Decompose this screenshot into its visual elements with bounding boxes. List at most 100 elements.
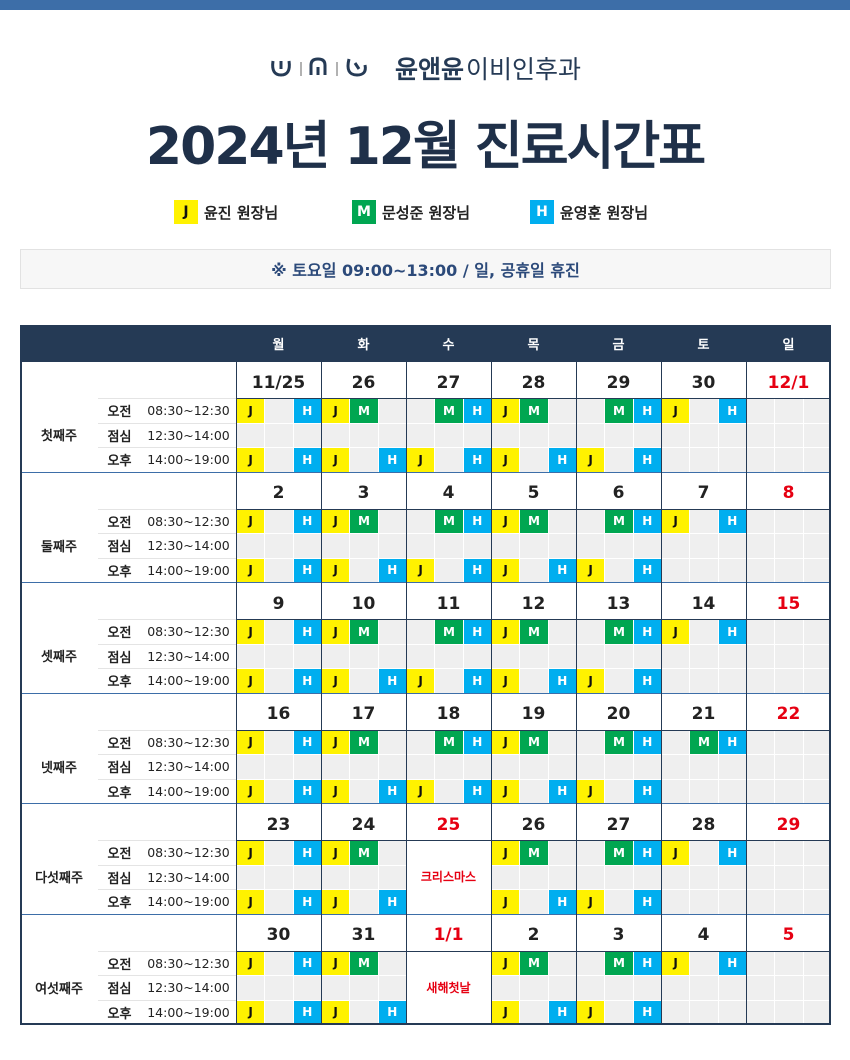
doctor-cell: M bbox=[520, 620, 548, 644]
empty-cell bbox=[803, 448, 831, 472]
doctor-cell: M bbox=[520, 509, 548, 533]
date: 20 bbox=[606, 704, 631, 724]
empty-cell bbox=[378, 509, 406, 533]
empty-cell bbox=[690, 534, 718, 558]
empty-cell bbox=[747, 644, 775, 668]
empty-cell bbox=[407, 890, 435, 914]
empty-cell bbox=[407, 509, 435, 533]
doctor-cell: H bbox=[718, 730, 746, 754]
row-label: 점심 bbox=[98, 864, 141, 890]
date: 6 bbox=[612, 483, 625, 503]
legend-name: 윤영훈 원장님 bbox=[560, 203, 649, 222]
empty-cell bbox=[803, 730, 831, 754]
empty-cell bbox=[605, 534, 633, 558]
empty-cell bbox=[350, 755, 378, 779]
empty-cell bbox=[747, 423, 775, 447]
doctor-cell: H bbox=[548, 448, 576, 472]
empty-cell bbox=[520, 1000, 548, 1024]
date: 10 bbox=[351, 593, 376, 614]
empty-cell bbox=[605, 558, 633, 582]
empty-cell bbox=[293, 755, 321, 779]
empty-cell bbox=[463, 755, 491, 779]
week-separator bbox=[20, 803, 830, 804]
doctor-cell: H bbox=[378, 890, 406, 914]
legend: J 윤진 원장님 M 문성준 원장님 H 윤영훈 원장님 bbox=[0, 200, 850, 226]
empty-cell bbox=[690, 951, 718, 975]
doctor-cell: J bbox=[662, 620, 690, 644]
empty-cell bbox=[690, 1000, 718, 1024]
notice: ※ 토요일 09:00~13:00 / 일, 공휴일 휴진 bbox=[20, 249, 831, 289]
empty-cell bbox=[350, 1000, 378, 1024]
empty-cell bbox=[492, 423, 520, 447]
empty-cell bbox=[605, 448, 633, 472]
empty-cell bbox=[690, 865, 718, 889]
doctor-cell: J bbox=[577, 448, 605, 472]
empty-cell bbox=[407, 620, 435, 644]
empty-cell bbox=[378, 865, 406, 889]
week-label: 다섯째주 bbox=[35, 871, 83, 887]
doctor-cell: J bbox=[322, 448, 350, 472]
doctor-cell: H bbox=[718, 841, 746, 865]
empty-cell bbox=[662, 890, 690, 914]
doctor-cell: H bbox=[463, 779, 491, 803]
empty-cell bbox=[690, 779, 718, 803]
doctor-cell: H bbox=[378, 669, 406, 693]
empty-cell bbox=[577, 951, 605, 975]
empty-cell bbox=[803, 841, 831, 865]
doctor-cell: H bbox=[718, 399, 746, 423]
doctor-cell: H bbox=[378, 558, 406, 582]
doctor-cell: H bbox=[463, 730, 491, 754]
empty-cell bbox=[265, 448, 293, 472]
empty-cell bbox=[492, 644, 520, 668]
empty-cell bbox=[775, 558, 803, 582]
empty-cell bbox=[775, 669, 803, 693]
doctor-cell: H bbox=[633, 841, 661, 865]
doctor-cell: M bbox=[605, 841, 633, 865]
week-label: 셋째주 bbox=[41, 650, 77, 666]
row-label: 점심 bbox=[98, 754, 141, 779]
legend-name: 윤진 원장님 bbox=[204, 203, 279, 222]
doctor-cell: H bbox=[463, 509, 491, 533]
empty-cell bbox=[747, 669, 775, 693]
doctor-cell: J bbox=[492, 779, 520, 803]
empty-cell bbox=[407, 976, 435, 1000]
empty-cell bbox=[633, 976, 661, 1000]
week-separator bbox=[20, 361, 830, 362]
week-label: 넷째주 bbox=[41, 760, 77, 776]
date: 27 bbox=[436, 372, 461, 393]
empty-cell bbox=[265, 1000, 293, 1024]
empty-cell bbox=[803, 865, 831, 889]
empty-cell bbox=[633, 423, 661, 447]
empty-cell bbox=[718, 644, 746, 668]
doctor-cell: H bbox=[633, 509, 661, 533]
empty-cell bbox=[463, 951, 491, 975]
empty-cell bbox=[803, 779, 831, 803]
week-separator bbox=[20, 692, 830, 694]
empty-cell bbox=[350, 669, 378, 693]
date: 7 bbox=[697, 483, 710, 503]
doctor-cell: J bbox=[322, 1000, 350, 1024]
doctor-cell: J bbox=[577, 890, 605, 914]
empty-cell bbox=[577, 620, 605, 644]
empty-cell bbox=[803, 976, 831, 1000]
empty-cell bbox=[520, 755, 548, 779]
empty-cell bbox=[548, 423, 576, 447]
empty-cell bbox=[662, 779, 690, 803]
date: 16 bbox=[266, 704, 291, 724]
empty-cell bbox=[548, 755, 576, 779]
empty-cell bbox=[803, 1000, 831, 1024]
empty-cell bbox=[265, 890, 293, 914]
empty-cell bbox=[747, 1000, 775, 1024]
doctor-cell: M bbox=[350, 841, 378, 865]
doctor-cell: M bbox=[605, 951, 633, 975]
empty-cell bbox=[435, 669, 463, 693]
row-time: 14:00~19:00 bbox=[141, 999, 236, 1025]
empty-cell bbox=[605, 669, 633, 693]
doctor-cell: J bbox=[577, 558, 605, 582]
doctor-cell: H bbox=[463, 620, 491, 644]
row-time: 08:30~12:30 bbox=[141, 508, 236, 534]
empty-cell bbox=[718, 448, 746, 472]
row-time: 14:00~19:00 bbox=[141, 778, 236, 804]
empty-cell bbox=[492, 976, 520, 1000]
empty-cell bbox=[407, 730, 435, 754]
